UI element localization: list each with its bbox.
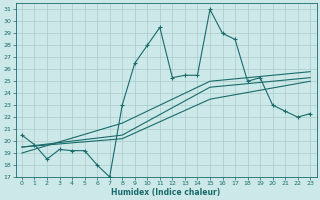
- X-axis label: Humidex (Indice chaleur): Humidex (Indice chaleur): [111, 188, 221, 197]
